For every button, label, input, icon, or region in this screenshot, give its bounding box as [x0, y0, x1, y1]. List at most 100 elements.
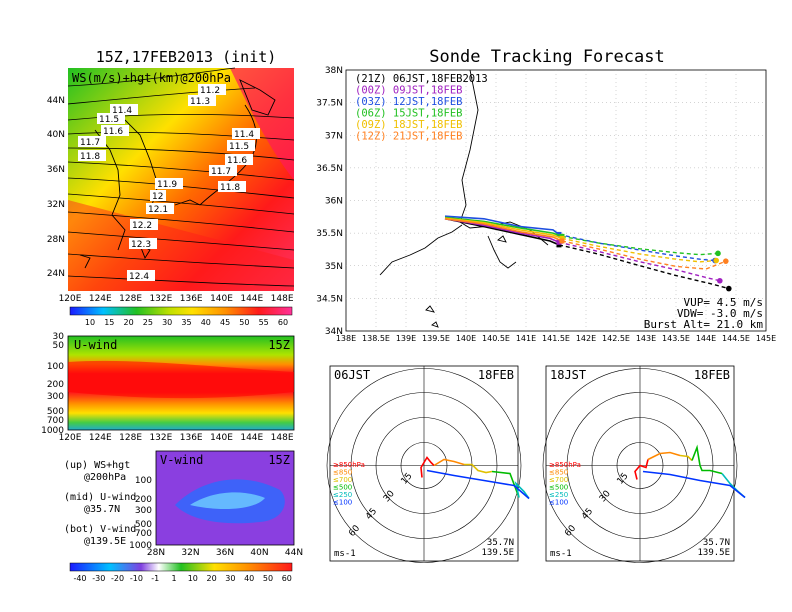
hodo-location: 35.7N — [487, 538, 514, 548]
hodo-location: 35.7N — [703, 538, 730, 548]
colorbar-ws-tick: 40 — [201, 318, 211, 327]
sonde-plot-area — [345, 69, 767, 332]
map-y-ticks: 44N 40N 36N 32N 28N 24N — [47, 96, 65, 279]
sonde-y-tick: 36N — [325, 197, 343, 207]
hodo-date: 18FEB — [694, 368, 730, 382]
track-ascent-3 — [444, 216, 563, 238]
v-wind-x-tick: 44N — [285, 548, 303, 558]
colorbar-ws-tick: 30 — [162, 318, 172, 327]
hodo-segment-0 — [634, 459, 649, 480]
track-ascent-4 — [444, 217, 563, 240]
legend-entry: (21Z) 06JST,18FEB2013 — [355, 73, 488, 85]
contour-label: 11.5 — [99, 115, 119, 125]
u-wind-title: U-wind — [74, 338, 117, 352]
v-wind-x-tick: 36N — [216, 548, 234, 558]
colorbar-ws-tick: 15 — [104, 318, 114, 327]
map-x-tick: 124E — [89, 294, 112, 304]
u-wind-y-tick: 1000 — [41, 426, 64, 436]
hodo-level-legend: ≤100 — [333, 499, 352, 507]
u-wind-y-tick: 100 — [47, 362, 64, 372]
u-wind-x-tick: 132E — [149, 433, 172, 443]
landing-point-3 — [715, 250, 721, 257]
contour-lines — [67, 67, 295, 287]
colorbar-wind-tick: 60 — [282, 574, 292, 583]
v-wind-y-tick: 500 — [135, 520, 152, 530]
landing-point-0 — [726, 285, 732, 292]
red-band — [68, 200, 294, 291]
map-subtitle: WS(m/s)+hgt(km)@200hPa — [72, 71, 231, 85]
hodo-level-legend: ≤700 — [333, 476, 352, 484]
legend-entry: (09Z) 18JST,18FEB — [355, 119, 462, 131]
colorbar-ws-tick: 35 — [181, 318, 191, 327]
landing-point-4 — [713, 257, 719, 264]
colorbar-ws-tick: 10 — [85, 318, 95, 327]
sonde-y-ticks: 34N 34.5N 35N 35.5N 36N 36.5N 37N 37.5N 38N — [316, 66, 343, 337]
colorbar-ws-ticks: 10 15 20 25 30 35 40 45 50 55 60 — [85, 318, 288, 327]
contour-label: 11.9 — [157, 180, 177, 190]
note-bot-1: (bot) V-wind — [64, 524, 136, 535]
sonde-x-tick: 140E — [456, 334, 476, 343]
map-x-tick: 132E — [149, 294, 172, 304]
hodo-segment-2 — [679, 454, 693, 462]
hodo-location: 139.5E — [697, 548, 730, 558]
map-y-tick: 44N — [47, 96, 65, 106]
v-wind-y-tick: 200 — [135, 495, 152, 505]
map-contour-labels: 11.211.311.411.511.611.711.811.411.511.6… — [78, 84, 260, 282]
colorbar-ws-tick: 60 — [278, 318, 288, 327]
u-wind-time: 15Z — [268, 338, 290, 352]
hodo-level-legend: ≤500 — [333, 484, 352, 492]
u-wind-x-ticks: 120E 124E 128E 132E 136E 140E 144E 148E — [59, 433, 294, 443]
sonde-x-tick: 142.5E — [602, 334, 630, 343]
map-x-ticks: 120E 124E 128E 132E 136E 140E 144E 148E — [59, 294, 294, 304]
contour-label: 11.8 — [220, 183, 240, 193]
hodo-segment-2 — [464, 463, 493, 474]
legend-entry: (00Z) 09JST,18FEB — [355, 85, 462, 97]
map-x-tick: 136E — [180, 294, 203, 304]
contour-label: 11.6 — [103, 127, 123, 137]
contour-label: 11.4 — [112, 106, 132, 116]
sonde-info: VUP= 4.5 m/s VDW= -3.0 m/s Burst Alt= 21… — [644, 296, 764, 331]
map-x-tick: 128E — [119, 294, 142, 304]
sonde-tracks — [444, 215, 732, 292]
contour-label: 11.3 — [190, 97, 210, 107]
sonde-x-tick: 138E — [336, 334, 356, 343]
u-wind-x-tick: 140E — [210, 433, 233, 443]
sonde-x-tick: 145E — [756, 334, 776, 343]
sonde-x-tick: 143E — [636, 334, 656, 343]
track-ascent-1 — [444, 217, 560, 243]
sonde-y-tick: 36.5N — [316, 164, 343, 174]
hodo-time: 18JST — [550, 368, 586, 382]
hodo-trace — [420, 456, 530, 500]
burst-point-4 — [559, 235, 565, 241]
hodo-unit: ms-1 — [550, 549, 572, 559]
sonde-y-tick: 35.5N — [316, 229, 343, 239]
sonde-x-ticks: 138E 138.5E 139E 139.5E 140E 140.5E 141E 141.5E… — [336, 334, 776, 343]
v-wind-y-tick: 100 — [135, 476, 152, 486]
map-x-tick: 144E — [240, 294, 263, 304]
hodograph-06jst: 06JST 18FEBms-135.7N139.5E15304560≥850hPa… — [326, 365, 530, 563]
contour-label: 12.1 — [148, 205, 168, 215]
u-wind-y-tick: 50 — [53, 341, 65, 351]
sonde-y-tick: 34N — [325, 327, 343, 337]
colorbar-wind-tick: 30 — [225, 574, 235, 583]
hodo-level-legend: ≤250 — [549, 491, 568, 499]
contour-label: 11.7 — [80, 138, 100, 148]
panel-notes: (up) WS+hgt @200hPa (mid) U-wind @35.7N … — [64, 460, 136, 547]
note-mid-2: @35.7N — [84, 504, 120, 515]
colorbar-wind-tick: -30 — [92, 574, 105, 583]
colorbar-wind-tick: 10 — [188, 574, 198, 583]
track-descent-5 — [561, 240, 727, 270]
hodo-level-legend: ≤850 — [333, 469, 352, 477]
hodo-time: 06JST — [334, 368, 370, 382]
legend-entry: (06Z) 15JST,18FEB — [355, 108, 462, 120]
hodo-segment-3 — [691, 444, 723, 475]
v-wind-x-tick: 32N — [181, 548, 199, 558]
burst-point-2 — [556, 231, 562, 237]
colorbar-ws-tick: 50 — [239, 318, 249, 327]
u-wind-x-tick: 136E — [180, 433, 203, 443]
u-wind-y-tick: 300 — [47, 392, 64, 402]
colorbar-wind — [69, 562, 293, 572]
burst-point-0 — [556, 242, 562, 248]
map-y-tick: 36N — [47, 165, 65, 175]
